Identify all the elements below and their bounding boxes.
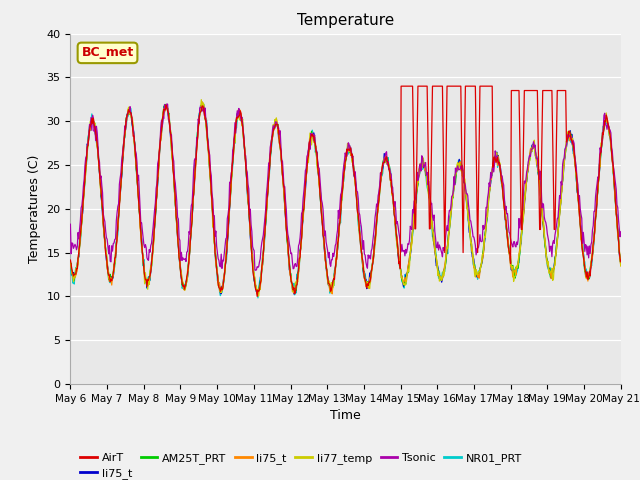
Text: BC_met: BC_met bbox=[81, 47, 134, 60]
Legend: AirT, li75_t, AM25T_PRT, li75_t, li77_temp, Tsonic, NR01_PRT: AirT, li75_t, AM25T_PRT, li75_t, li77_te… bbox=[76, 448, 526, 480]
X-axis label: Time: Time bbox=[330, 409, 361, 422]
Title: Temperature: Temperature bbox=[297, 13, 394, 28]
Y-axis label: Temperatures (C): Temperatures (C) bbox=[28, 155, 41, 263]
